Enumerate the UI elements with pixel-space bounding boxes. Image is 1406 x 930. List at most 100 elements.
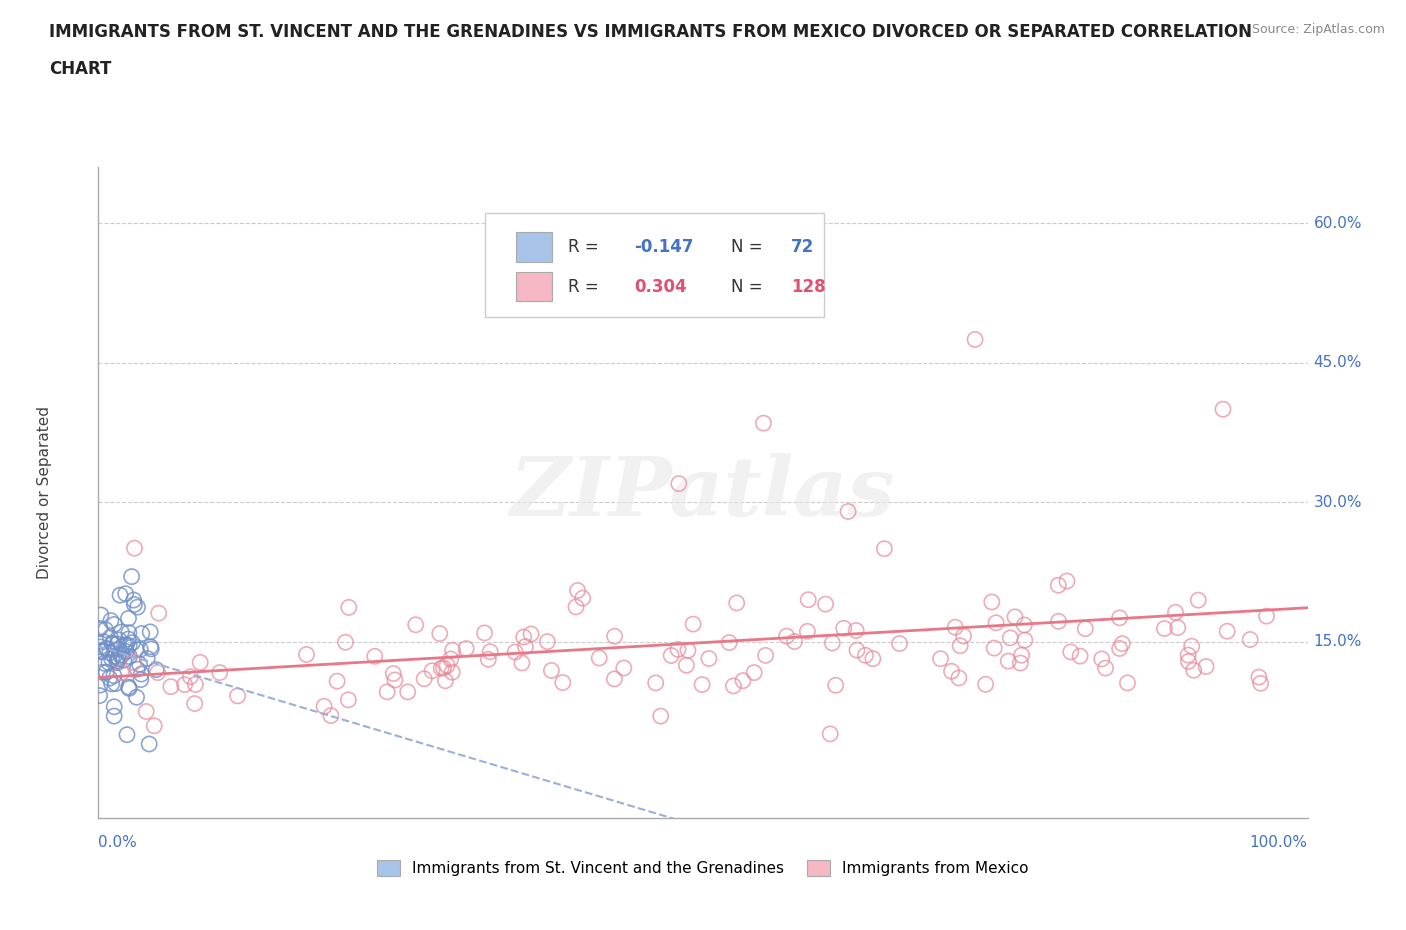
Point <box>837 504 859 519</box>
Point <box>131 626 153 641</box>
Point <box>1187 592 1209 607</box>
Point <box>160 679 183 694</box>
Point <box>96 665 118 680</box>
Point <box>118 638 141 653</box>
Point <box>101 637 124 652</box>
Point <box>108 632 131 647</box>
Point <box>775 629 797 644</box>
Point <box>103 669 125 684</box>
Point <box>725 595 748 610</box>
Point <box>112 653 135 668</box>
Point <box>1181 639 1204 654</box>
Point <box>682 617 704 631</box>
Point <box>510 656 533 671</box>
Point <box>100 652 122 667</box>
Point <box>873 541 896 556</box>
Point <box>723 679 745 694</box>
Point <box>821 635 844 650</box>
Point <box>115 644 138 659</box>
Point <box>929 651 952 666</box>
Point <box>103 699 125 714</box>
Point <box>101 636 124 651</box>
Point <box>718 635 741 650</box>
Point <box>314 698 336 713</box>
FancyBboxPatch shape <box>485 213 824 317</box>
Point <box>603 629 626 644</box>
Point <box>474 626 496 641</box>
Point <box>135 704 157 719</box>
Point <box>1074 621 1097 636</box>
Point <box>984 616 1007 631</box>
Point <box>567 583 589 598</box>
Point <box>319 708 342 723</box>
Point <box>129 667 152 682</box>
Point <box>139 624 162 639</box>
Point <box>752 416 775 431</box>
Point <box>1247 670 1270 684</box>
Point <box>755 648 778 663</box>
Point <box>115 638 138 653</box>
Point <box>100 613 122 628</box>
Text: 100.0%: 100.0% <box>1250 835 1308 850</box>
Point <box>337 693 360 708</box>
Point <box>536 634 558 649</box>
Point <box>111 647 134 662</box>
Point <box>668 476 690 491</box>
Point <box>949 638 972 653</box>
Point <box>1047 614 1070 629</box>
Point <box>479 644 502 659</box>
Point <box>98 671 121 685</box>
Point <box>103 648 125 663</box>
Point <box>1010 656 1032 671</box>
Point <box>118 681 141 696</box>
Point <box>1047 578 1070 592</box>
Point <box>824 678 846 693</box>
Point <box>1069 649 1091 664</box>
Point <box>1000 631 1022 645</box>
Point <box>188 655 211 670</box>
Point <box>93 634 115 649</box>
Point <box>420 663 443 678</box>
Point <box>139 639 162 654</box>
Point <box>117 611 139 626</box>
Point <box>110 648 132 663</box>
Bar <box>516 232 551 262</box>
Point <box>845 623 868 638</box>
Text: 128: 128 <box>792 277 825 296</box>
Point <box>1256 608 1278 623</box>
Point <box>100 676 122 691</box>
Point <box>1004 609 1026 624</box>
Point <box>515 639 537 654</box>
Point <box>429 626 451 641</box>
Point <box>565 600 588 615</box>
Point <box>603 671 626 686</box>
Legend: Immigrants from St. Vincent and the Grenadines, Immigrants from Mexico: Immigrants from St. Vincent and the Gren… <box>371 854 1035 883</box>
Point <box>105 656 128 671</box>
Point <box>125 690 148 705</box>
Point <box>114 586 136 601</box>
Point <box>364 649 387 664</box>
Point <box>644 675 666 690</box>
Point <box>855 648 877 663</box>
Text: 0.0%: 0.0% <box>98 835 138 850</box>
Point <box>697 651 720 666</box>
Point <box>1177 647 1199 662</box>
Point <box>952 629 974 644</box>
Bar <box>516 272 551 301</box>
Point <box>118 625 141 640</box>
Point <box>846 643 869 658</box>
Point <box>129 642 152 657</box>
Point <box>138 737 160 751</box>
Point <box>666 642 689 657</box>
Point <box>434 673 457 688</box>
Point <box>1056 574 1078 589</box>
Point <box>1153 621 1175 636</box>
Point <box>110 665 132 680</box>
Point <box>105 654 128 669</box>
Point <box>676 643 699 658</box>
Text: 15.0%: 15.0% <box>1313 634 1362 649</box>
Point <box>295 647 318 662</box>
Point <box>405 618 427 632</box>
Point <box>948 671 970 685</box>
Point <box>974 677 997 692</box>
